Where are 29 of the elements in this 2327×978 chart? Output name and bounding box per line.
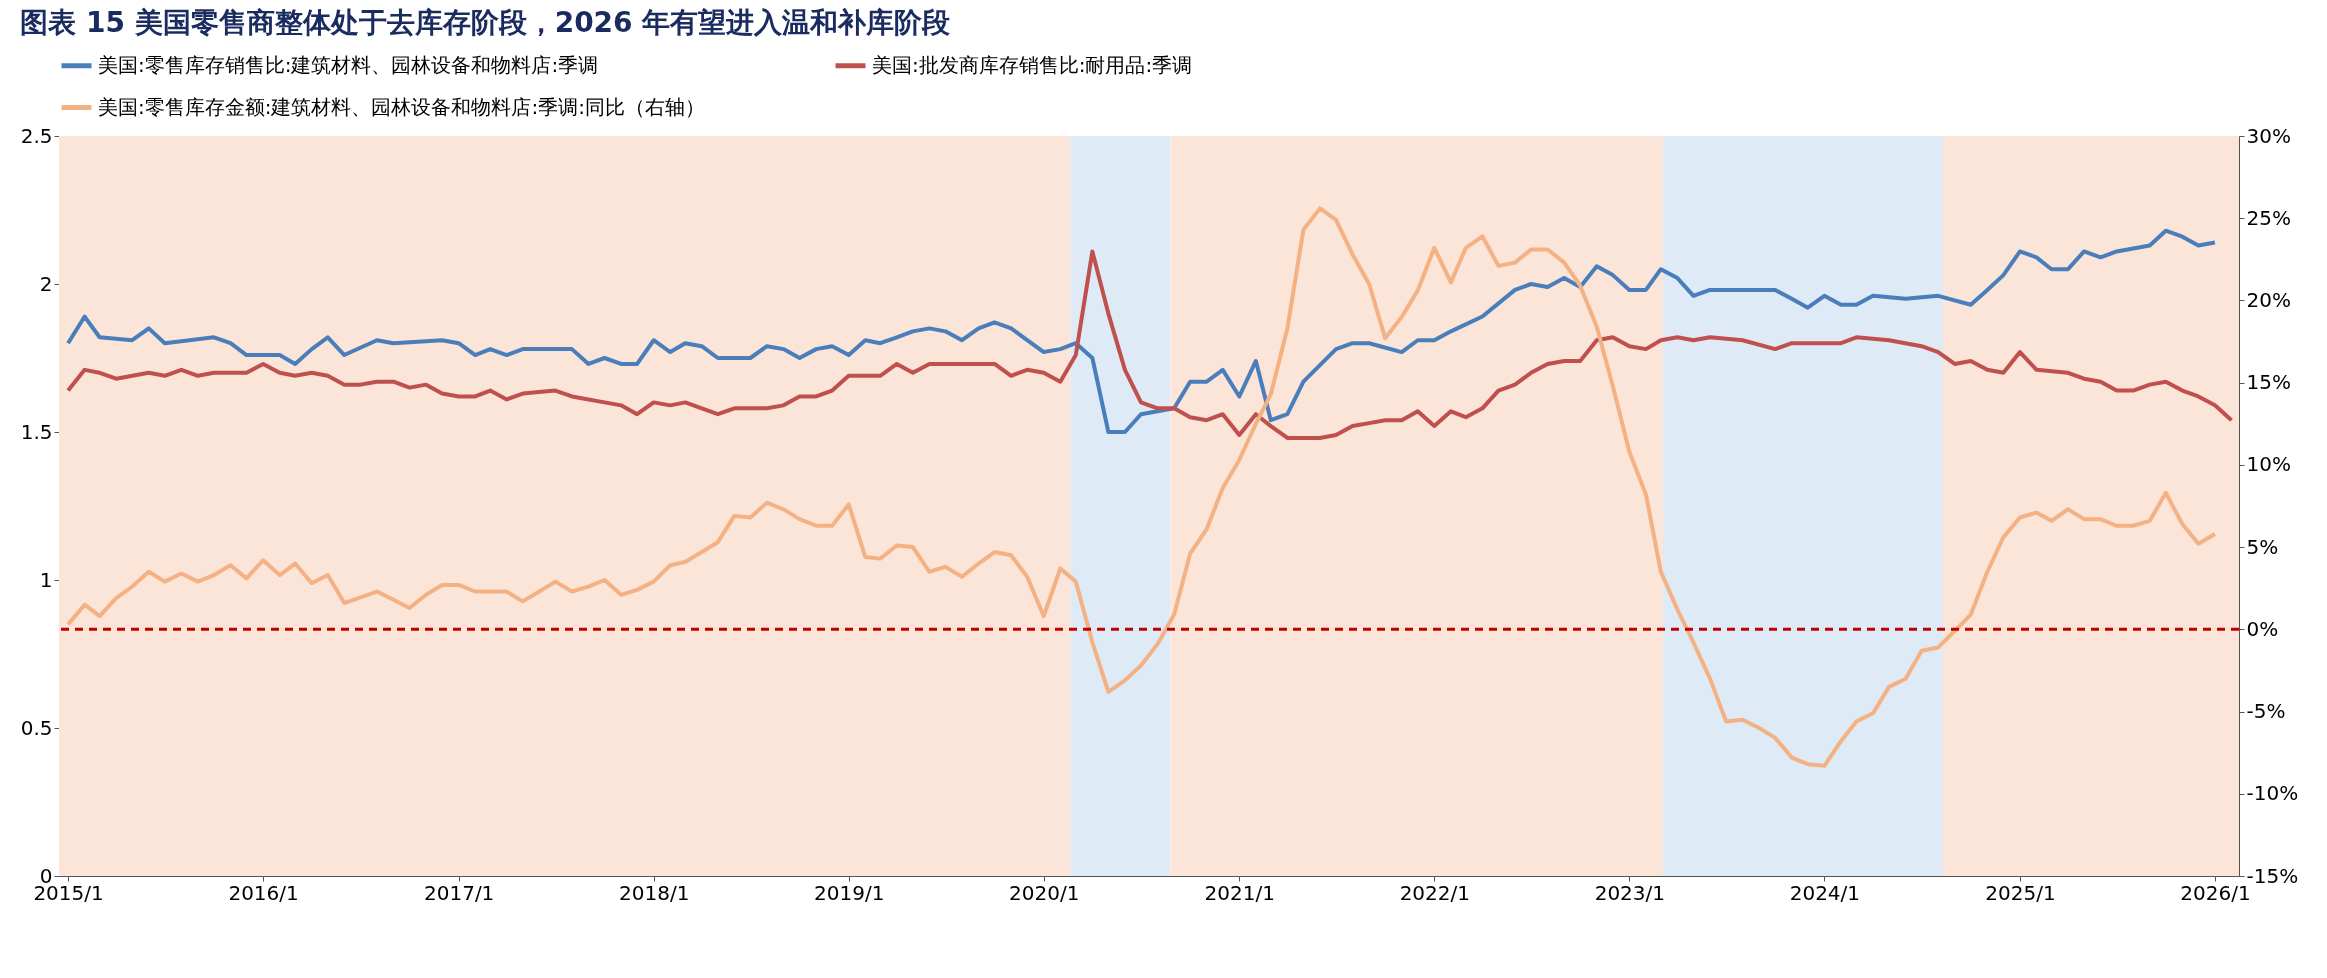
y2-tick-label: -10%: [2246, 781, 2299, 806]
y2-tick-label: -5%: [2246, 699, 2286, 724]
y2-tick-label: 0%: [2246, 616, 2279, 641]
x-tick-label: 2019/1: [814, 880, 885, 905]
x-tick-label: 2017/1: [423, 880, 495, 905]
y2-tick-label: 20%: [2246, 287, 2291, 312]
x-tick-label: 2023/1: [1594, 880, 1666, 905]
y-tick-label: 1.5: [20, 419, 53, 444]
x-tick-label: 2020/1: [1009, 880, 1080, 905]
y-tick-label: 1: [39, 567, 53, 592]
x-tick-label: 2021/1: [1204, 880, 1275, 905]
legend-label: 美国:零售库存销售比:建筑材料、园林设备和物料店:季调: [98, 52, 599, 77]
y-tick-label: 2: [39, 271, 53, 296]
x-tick-label: 2025/1: [1985, 880, 2056, 905]
chart-title: 图表 15 美国零售商整体处于去库存阶段，2026 年有望进入温和补库阶段: [20, 6, 952, 39]
legend-label: 美国:批发商库存销售比:耐用品:季调: [872, 52, 1193, 77]
y2-tick-label: 30%: [2246, 123, 2291, 148]
x-tick-label: 2018/1: [619, 880, 690, 905]
y2-tick-label: 15%: [2246, 370, 2291, 395]
y2-tick-label: 10%: [2246, 452, 2291, 477]
y2-tick-label: 5%: [2246, 534, 2279, 559]
x-tick-label: 2022/1: [1399, 880, 1471, 905]
y2-tick-label: 25%: [2246, 205, 2291, 230]
line-series: [66, 206, 2217, 768]
y-tick-label: 0.5: [20, 715, 53, 740]
y-tick-label: 2.5: [20, 123, 53, 148]
x-tick-label: 2024/1: [1789, 880, 1861, 905]
x-tick-label: 2016/1: [228, 880, 299, 905]
legend-label: 美国:零售库存金额:建筑材料、园林设备和物料店:季调:同比（右轴）: [98, 94, 705, 119]
